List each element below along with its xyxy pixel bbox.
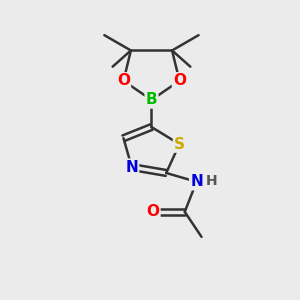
- Text: O: O: [173, 73, 186, 88]
- Text: O: O: [117, 73, 130, 88]
- Text: H: H: [206, 174, 218, 188]
- Text: N: N: [125, 160, 138, 175]
- Text: S: S: [174, 136, 185, 152]
- Text: O: O: [146, 204, 159, 219]
- Text: B: B: [146, 92, 157, 107]
- Text: N: N: [190, 174, 203, 189]
